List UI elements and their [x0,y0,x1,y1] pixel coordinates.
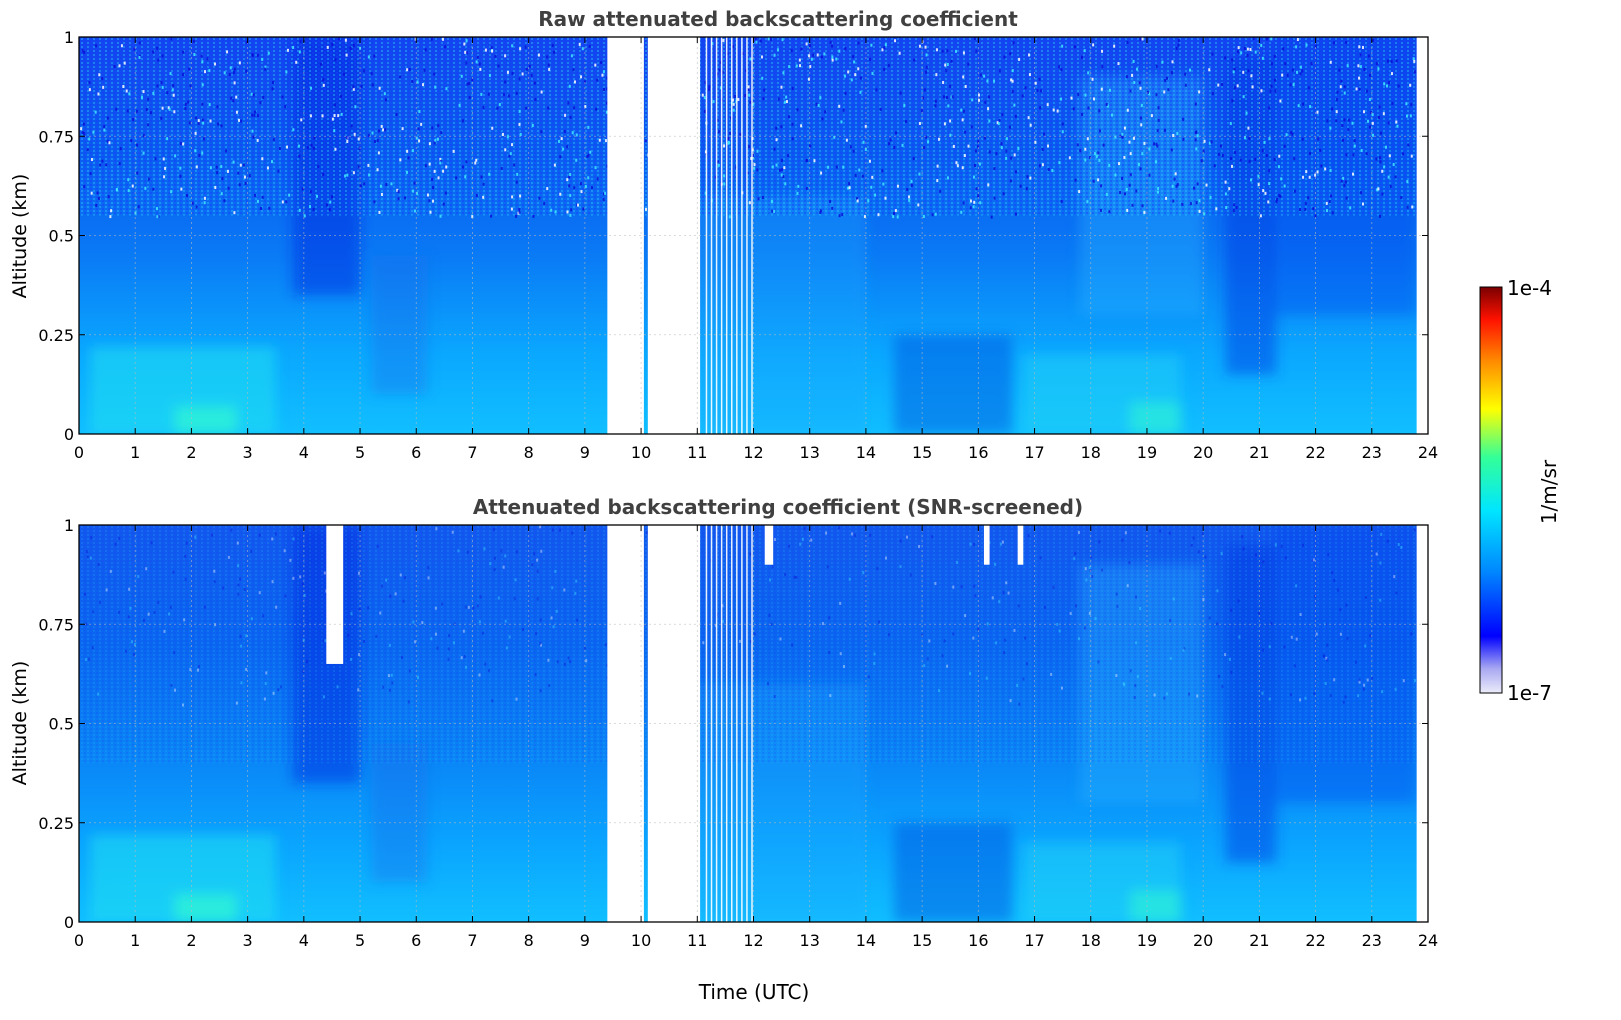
colorbar: 1e-4 1e-7 1/m/sr [1479,276,1561,705]
x-tick-label: 15 [912,443,932,462]
colorbar-unit-label: 1/m/sr [1537,459,1561,524]
x-tick-label: 2 [186,931,196,950]
x-tick-label: 5 [355,931,365,950]
x-tick-label: 23 [1362,931,1382,950]
x-tick-label: 8 [524,443,534,462]
panel-title-screened: Attenuated backscattering coefficient (S… [473,495,1083,519]
panel-screened: Attenuated backscattering coefficient (S… [9,495,1438,1004]
x-tick-label: 19 [1137,931,1157,950]
y-tick-label: 0 [64,425,74,444]
axes-raw: 0 1 2 3 4 5 6 7 8 9 10 11 12 13 14 15 16 17 18 19 20 21 22 23 24… [38,28,1438,462]
y-tick-label: 0.75 [38,615,74,634]
y-tick-label: 0.5 [49,227,74,246]
heatmap-raw [79,37,1428,434]
x-tick-label: 4 [299,931,309,950]
screened-patch [326,525,344,664]
x-tick-label: 22 [1305,443,1325,462]
x-tick-label: 8 [524,931,534,950]
x-tick-label: 21 [1249,443,1269,462]
heatmap-screened [79,525,1428,922]
x-tick-label: 1 [130,931,140,950]
panel-raw: Raw attenuated backscattering coefficien… [9,7,1438,462]
data-gap [647,37,701,434]
colorbar-gradient [1479,286,1503,694]
x-tick-label: 19 [1137,443,1157,462]
x-tick-label: 23 [1362,443,1382,462]
y-tick-label: 0.25 [38,326,74,345]
x-tick-label: 20 [1193,443,1213,462]
x-tick-label: 22 [1305,931,1325,950]
x-tick-label: 13 [800,931,820,950]
x-tick-label: 4 [299,443,309,462]
x-tick-label: 15 [912,931,932,950]
y-tick-label: 1 [64,28,74,47]
x-tick-label: 0 [74,443,84,462]
x-tick-label: 5 [355,443,365,462]
x-tick-label: 11 [687,931,707,950]
y-tick-label: 0.75 [38,127,74,146]
x-tick-label: 10 [631,443,651,462]
x-tick-label: 21 [1249,931,1269,950]
y-tick-label: 0.25 [38,814,74,833]
axes-screened: 0 1 2 3 4 5 6 7 8 9 10 11 12 13 14 15 16 17 18 19 20 21 22 23 24… [38,516,1438,950]
x-tick-label: 3 [243,443,253,462]
x-tick-label: 18 [1081,443,1101,462]
heatmap-body [79,37,1428,434]
colorbar-min-label: 1e-7 [1507,681,1552,705]
x-tick-label: 9 [580,443,590,462]
xlabel-screened: Time (UTC) [698,980,810,1004]
x-tick-label: 14 [856,443,876,462]
x-tick-label: 3 [243,931,253,950]
x-tick-label: 24 [1418,931,1438,950]
x-tick-label: 14 [856,931,876,950]
x-tick-label: 6 [411,443,421,462]
x-tick-label: 6 [411,931,421,950]
x-tick-label: 1 [130,443,140,462]
x-tick-label: 17 [1024,443,1044,462]
x-tick-label: 10 [631,931,651,950]
x-tick-label: 13 [800,443,820,462]
ylabel-raw: Altitude (km) [9,174,31,299]
x-tick-label: 0 [74,931,84,950]
x-tick-label: 9 [580,931,590,950]
y-tick-label: 1 [64,516,74,535]
panel-title-raw: Raw attenuated backscattering coefficien… [538,7,1018,31]
x-tick-label: 24 [1418,443,1438,462]
heatmap-body [79,525,1428,922]
x-tick-label: 12 [743,931,763,950]
ylabel-screened: Altitude (km) [9,661,31,786]
x-tick-label: 16 [968,931,988,950]
x-tick-label: 11 [687,443,707,462]
x-tick-label: 7 [467,931,477,950]
screened-patch [764,525,774,565]
x-tick-label: 17 [1024,931,1044,950]
x-tick-label: 16 [968,443,988,462]
colorbar-max-label: 1e-4 [1507,276,1552,300]
data-gap [647,525,701,922]
x-tick-label: 20 [1193,931,1213,950]
x-tick-label: 12 [743,443,763,462]
x-tick-label: 7 [467,443,477,462]
screened-patch [983,525,990,565]
screened-patch [1017,525,1024,565]
x-tick-label: 2 [186,443,196,462]
x-tick-label: 18 [1081,931,1101,950]
y-tick-label: 0 [64,913,74,932]
y-tick-label: 0.5 [49,715,74,734]
